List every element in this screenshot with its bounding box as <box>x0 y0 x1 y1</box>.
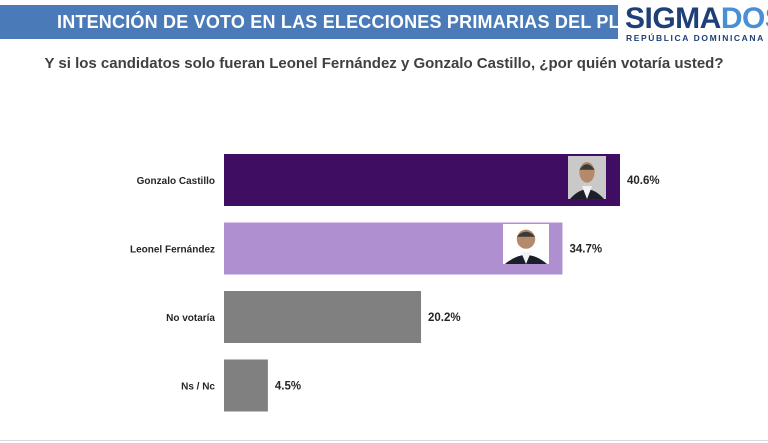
value-label-no-votaria: 20.2% <box>428 312 461 324</box>
candidate-photo-leonel-fernandez <box>503 224 549 264</box>
category-label-gonzalo-castillo: Gonzalo Castillo <box>137 176 215 187</box>
category-label-no-votaria: No votaría <box>166 313 215 324</box>
category-label-leonel-fernandez: Leonel Fernández <box>130 245 215 256</box>
bar-ns-nc <box>224 359 268 412</box>
sigmados-logo: SIGMADOS REPÚBLICA DOMINICANA <box>622 2 768 44</box>
logo-wordmark: SIGMADOS <box>625 2 768 36</box>
value-label-ns-nc: 4.5% <box>275 381 301 393</box>
candidate-photo-gonzalo-castillo <box>568 156 606 199</box>
logo-tagline: REPÚBLICA DOMINICANA <box>626 33 765 43</box>
value-label-leonel-fernandez: 34.7% <box>569 244 602 256</box>
page-title: INTENCIÓN DE VOTO EN LAS ELECCIONES PRIM… <box>57 11 633 32</box>
header-band: INTENCIÓN DE VOTO EN LAS ELECCIONES PRIM… <box>0 5 633 39</box>
logo-name-part2: DOS <box>720 2 768 35</box>
bottom-divider <box>0 440 768 441</box>
logo-name-part1: SIGMA <box>625 2 721 35</box>
chart-title: Y si los candidatos solo fueran Leonel F… <box>44 55 724 72</box>
value-label-gonzalo-castillo: 40.6% <box>627 175 660 187</box>
bar-no-votaria <box>224 291 422 343</box>
bar-gonzalo-castillo <box>224 154 620 206</box>
category-label-ns-nc: Ns / Nc <box>181 382 215 393</box>
